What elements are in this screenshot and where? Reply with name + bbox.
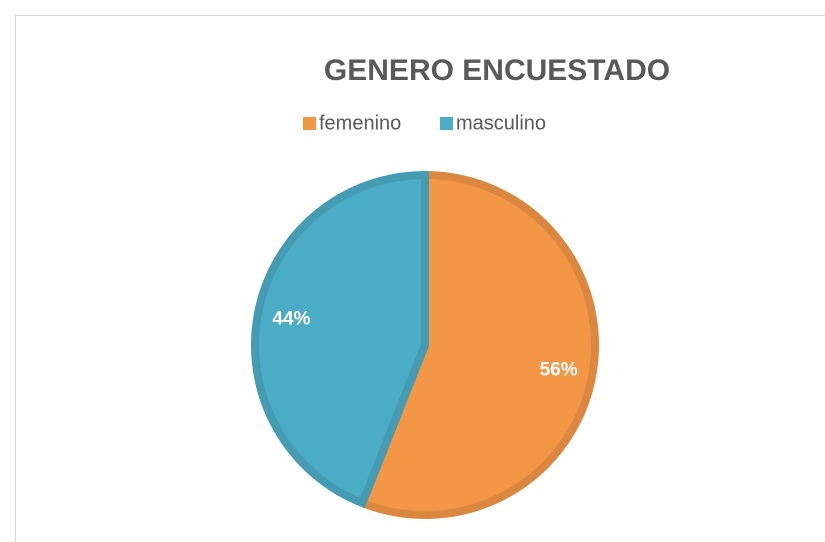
pie-slice	[251, 170, 429, 509]
chart-title: GENERO ENCUESTADO	[324, 54, 670, 87]
data-label: 56%	[540, 359, 578, 380]
legend-swatch	[440, 117, 453, 130]
legend-swatch	[303, 117, 316, 130]
pie-slice	[357, 170, 599, 519]
legend-label: femenino	[319, 112, 401, 134]
data-label: 44%	[272, 309, 310, 330]
legend-label: masculino	[456, 112, 546, 134]
